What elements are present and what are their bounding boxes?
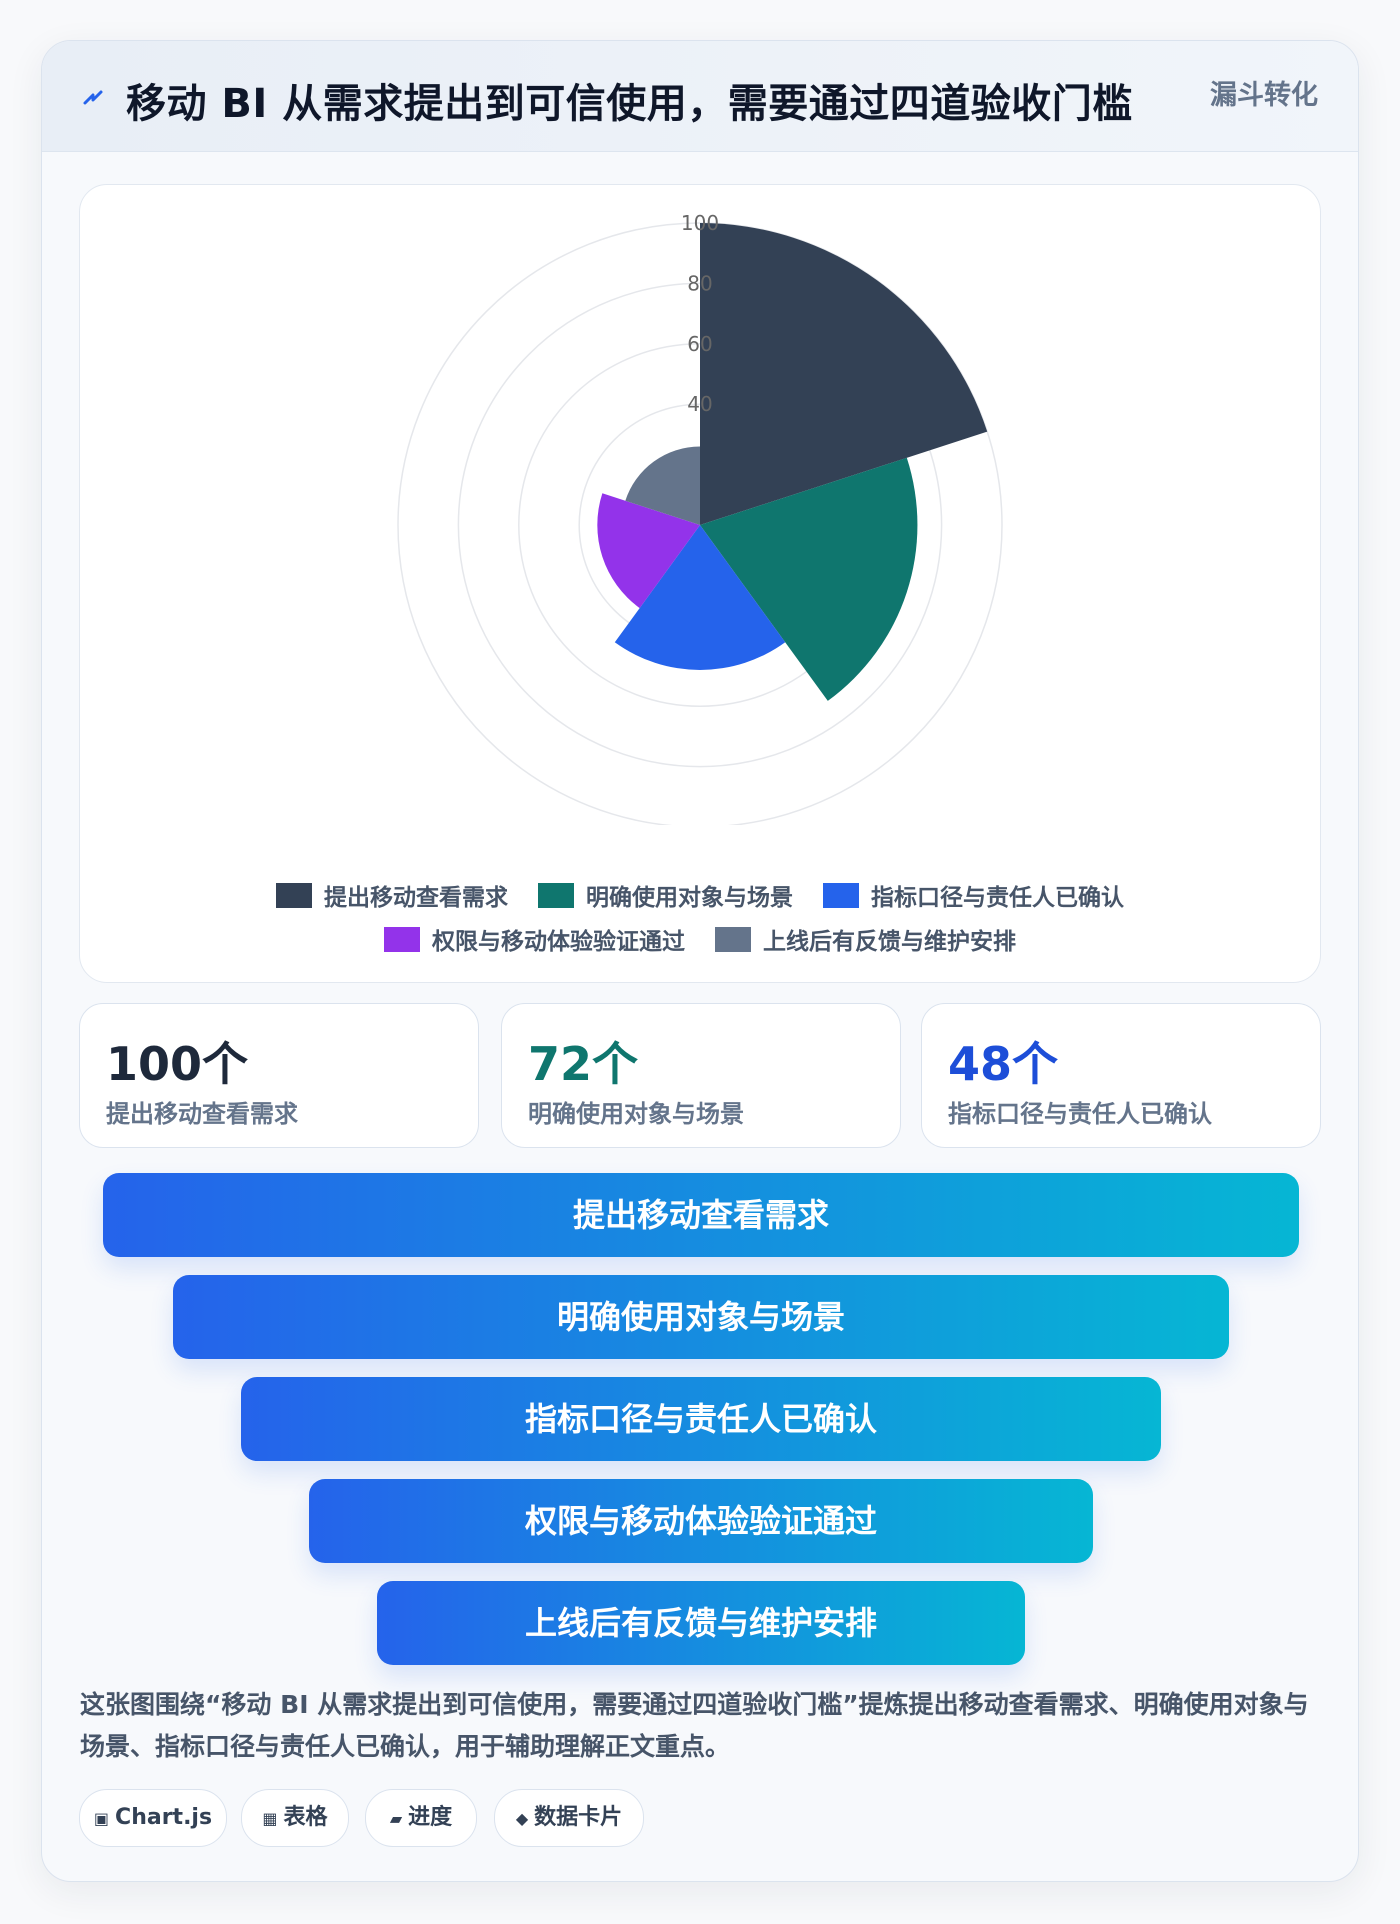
- polar-slice[interactable]: [614, 525, 786, 670]
- progress-icon: ▰: [389, 1809, 403, 1828]
- tag-pill-progress[interactable]: ▰ 进度: [365, 1789, 477, 1847]
- legend-item[interactable]: 提出移动查看需求: [275, 878, 508, 912]
- tag-pill-data-card[interactable]: ◆ 数据卡片: [494, 1789, 644, 1847]
- polar-slice[interactable]: [700, 457, 918, 701]
- stat-label: 提出移动查看需求: [106, 1100, 298, 1128]
- radial-tick-label: 40: [687, 392, 712, 416]
- table-icon: ▦: [262, 1809, 278, 1828]
- funnel-step: 上线后有反馈与维护安排: [377, 1581, 1025, 1665]
- pill-label: 表格: [283, 1805, 328, 1830]
- legend-label: 上线后有反馈与维护安排: [763, 929, 1016, 955]
- stat-value: 100个: [106, 1037, 249, 1091]
- stat-value: 48个: [948, 1037, 1059, 1091]
- legend-row-2: 权限与移动体验验证通过 上线后有反馈与维护安排: [80, 922, 1320, 956]
- polar-slice[interactable]: [700, 223, 988, 525]
- legend-swatch: [383, 926, 420, 952]
- stat-card: 48个 指标口径与责任人已确认: [921, 1003, 1321, 1148]
- legend-item[interactable]: 明确使用对象与场景: [538, 878, 793, 912]
- chart-panel: 100 80 60 40 提出移动查看需求 明确使用对象与场景 指标口径与责任人已确认…: [79, 184, 1321, 983]
- legend-swatch: [538, 882, 574, 908]
- polar-slice[interactable]: [597, 493, 700, 609]
- legend-item[interactable]: 权限与移动体验验证通过: [383, 922, 685, 956]
- radial-tick-label: 100: [681, 211, 719, 235]
- stat-card: 72个 明确使用对象与场景: [501, 1003, 901, 1148]
- tag-pill-table[interactable]: ▦ 表格: [241, 1789, 349, 1847]
- legend-label: 指标口径与责任人已确认: [871, 885, 1125, 911]
- stat-label: 明确使用对象与场景: [528, 1100, 744, 1128]
- funnel-step: 权限与移动体验验证通过: [309, 1479, 1093, 1563]
- legend-swatch: [275, 882, 312, 908]
- funnel-step: 明确使用对象与场景: [173, 1275, 1229, 1359]
- legend-label: 提出移动查看需求: [323, 885, 508, 911]
- data-card-icon: ◆: [515, 1809, 529, 1828]
- report-card: 移动 BI 从需求提出到可信使用，需要通过四道验收门槛 漏斗转化 100 80 60…: [41, 40, 1359, 1882]
- legend-label: 权限与移动体验验证通过: [431, 929, 685, 955]
- legend-item[interactable]: 上线后有反馈与维护安排: [715, 922, 1016, 956]
- radial-tick-label: 80: [687, 271, 712, 295]
- polar-area-chart: 100 80 60 40: [397, 211, 1003, 825]
- pill-label: Chart.js: [115, 1805, 213, 1830]
- funnel-step: 指标口径与责任人已确认: [241, 1377, 1161, 1461]
- legend-row-1: 提出移动查看需求 明确使用对象与场景 指标口径与责任人已确认: [80, 878, 1320, 912]
- card-title: 移动 BI 从需求提出到可信使用，需要通过四道验收门槛: [126, 81, 1133, 127]
- chart-icon: ▣: [93, 1809, 110, 1828]
- radial-tick-label: 60: [687, 332, 712, 356]
- polar-slice[interactable]: [625, 446, 700, 525]
- stat-card: 100个 提出移动查看需求: [79, 1003, 479, 1148]
- legend-swatch: [715, 926, 751, 952]
- tag-pill-chartjs[interactable]: ▣ Chart.js: [79, 1789, 227, 1847]
- lightning-bolt-icon: [83, 90, 103, 105]
- pill-label: 数据卡片: [534, 1805, 623, 1830]
- legend-swatch: [823, 882, 860, 908]
- stat-value: 72个: [528, 1037, 639, 1091]
- summary-text: 这张图围绕“移动 BI 从需求提出到可信使用，需要通过四道验收门槛”提炼提出移动…: [80, 1690, 1309, 1761]
- card-header: 移动 BI 从需求提出到可信使用，需要通过四道验收门槛 漏斗转化: [42, 41, 1358, 152]
- funnel-step: 提出移动查看需求: [103, 1173, 1299, 1257]
- pill-label: 进度: [408, 1805, 453, 1830]
- chart-type-tag: 漏斗转化: [1210, 80, 1318, 111]
- legend-label: 明确使用对象与场景: [586, 885, 793, 911]
- legend-item[interactable]: 指标口径与责任人已确认: [823, 878, 1124, 912]
- stat-label: 指标口径与责任人已确认: [948, 1100, 1212, 1128]
